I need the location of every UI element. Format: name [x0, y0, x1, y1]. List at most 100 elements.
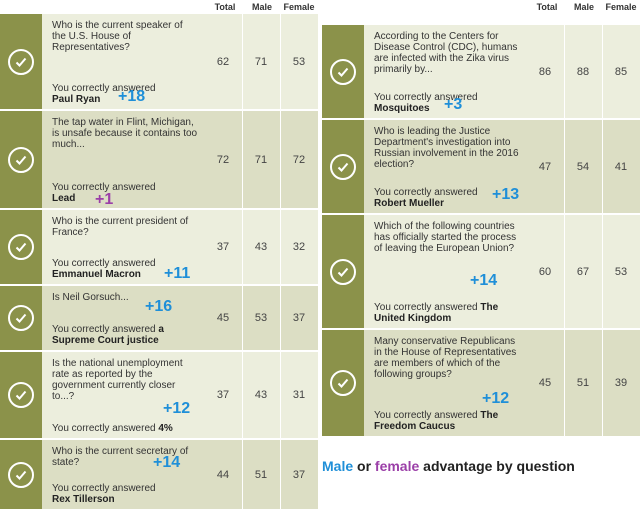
value-female: 41 — [614, 160, 628, 173]
legend-male: Male — [322, 458, 354, 474]
divider — [242, 352, 243, 438]
answer-line: You correctly answered Rex Tillerson — [52, 483, 201, 505]
check-cell — [0, 111, 42, 208]
question-text: Who is the current president of France? — [52, 216, 189, 238]
question-cell: Which of the following countries has off… — [364, 215, 527, 328]
check-cell — [322, 120, 364, 213]
question-text: Many conservative Republicans in the Hou… — [374, 336, 517, 380]
question-row: Who is the current secretary of state? Y… — [0, 440, 318, 511]
values-cell: 72 71 72 — [205, 111, 318, 208]
value-total: 45 — [538, 377, 552, 389]
answer-prefix: You correctly answered — [52, 182, 156, 193]
value-female: 53 — [292, 55, 306, 68]
divider — [602, 330, 603, 436]
header-female: Female — [605, 2, 637, 12]
value-total: 60 — [538, 265, 552, 278]
question-cell: Who is the current secretary of state? Y… — [42, 440, 205, 509]
values-cell: 45 51 39 — [527, 330, 640, 436]
value-male: 51 — [576, 377, 590, 389]
answer-prefix: You correctly answered — [52, 483, 156, 494]
divider — [280, 440, 281, 509]
header-male: Male — [573, 2, 594, 12]
check-cell — [322, 25, 364, 118]
value-total: 86 — [538, 65, 552, 78]
legend: Male or female advantage by question — [322, 458, 575, 474]
values-cell: 44 51 37 — [205, 440, 318, 509]
question-row: Who is the current speaker of the U.S. H… — [0, 14, 318, 111]
question-text: The tap water in Flint, Michigan, is uns… — [52, 117, 198, 150]
value-total: 37 — [216, 389, 230, 401]
answer-prefix: You correctly answered — [52, 258, 156, 269]
divider — [242, 210, 243, 284]
divider — [280, 111, 281, 208]
question-row: According to the Centers for Disease Con… — [322, 25, 640, 120]
answer-text: Paul Ryan — [52, 94, 101, 105]
check-cell — [0, 14, 42, 109]
question-cell: Who is leading the Justice Department's … — [364, 120, 527, 213]
divider — [602, 215, 603, 328]
legend-rest: advantage by question — [423, 458, 575, 474]
divider — [602, 120, 603, 213]
advantage-label: +1 — [95, 191, 114, 208]
question-row: Which of the following countries has off… — [322, 215, 640, 330]
answer-text: Rex Tillerson — [52, 494, 115, 505]
question-text: Is Neil Gorsuch... — [52, 292, 129, 303]
question-row: Who is the current president of France? … — [0, 210, 318, 286]
answer-line: You correctly answered Paul Ryan — [52, 83, 201, 105]
answer-prefix: You correctly answered — [374, 302, 478, 313]
values-cell: 60 67 53 — [527, 215, 640, 328]
value-female: 53 — [614, 265, 628, 278]
check-cell — [322, 330, 364, 436]
divider — [564, 25, 565, 118]
check-cell — [0, 210, 42, 284]
answer-prefix: You correctly answered — [52, 83, 156, 94]
checkmark-icon — [8, 234, 34, 260]
answer-line: You correctly answered 4% — [52, 423, 201, 434]
answer-line: You correctly answered Lead — [52, 182, 201, 204]
question-text: According to the Centers for Disease Con… — [374, 31, 518, 75]
answer-text: Robert Mueller — [374, 198, 445, 209]
question-cell: Is the national unemployment rate as rep… — [42, 352, 205, 438]
checkmark-icon — [8, 146, 34, 173]
value-male: 88 — [576, 65, 590, 78]
answer-text: Lead — [52, 193, 76, 204]
divider — [242, 111, 243, 208]
divider — [280, 210, 281, 284]
checkmark-icon — [330, 58, 356, 85]
answer-line: You correctly answered The United Kingdo… — [374, 302, 523, 324]
value-female: 72 — [292, 153, 306, 166]
check-cell — [0, 352, 42, 438]
advantage-label: +13 — [492, 186, 520, 203]
advantage-label: +14 — [470, 272, 498, 289]
advantage-label: +14 — [153, 454, 181, 471]
value-male: 43 — [254, 389, 268, 401]
value-total: 44 — [216, 468, 230, 481]
question-text: Is the national unemployment rate as rep… — [52, 358, 183, 402]
header-male: Male — [251, 2, 272, 12]
divider — [280, 286, 281, 350]
question-cell: According to the Centers for Disease Con… — [364, 25, 527, 118]
value-male: 53 — [254, 312, 268, 324]
question-text: Which of the following countries has off… — [374, 221, 517, 254]
header-total: Total — [214, 2, 236, 12]
value-female: 32 — [292, 241, 306, 253]
values-cell: 45 53 37 — [205, 286, 318, 350]
question-row: Is Neil Gorsuch... You correctly answere… — [0, 286, 318, 352]
answer-line: You correctly answered a Supreme Court j… — [52, 324, 201, 346]
values-cell: 86 88 85 — [527, 25, 640, 118]
question-cell: Is Neil Gorsuch... You correctly answere… — [42, 286, 205, 350]
divider — [242, 286, 243, 350]
question-cell: Who is the current speaker of the U.S. H… — [42, 14, 205, 109]
divider — [564, 330, 565, 436]
question-row: Is the national unemployment rate as rep… — [0, 352, 318, 440]
value-male: 51 — [254, 468, 268, 481]
question-cell: Many conservative Republicans in the Hou… — [364, 330, 527, 436]
question-row: The tap water in Flint, Michigan, is uns… — [0, 111, 318, 210]
answer-prefix: You correctly answered — [374, 410, 478, 421]
advantage-label: +12 — [482, 390, 510, 407]
checkmark-icon — [330, 153, 356, 180]
divider — [242, 440, 243, 509]
question-row: Who is leading the Justice Department's … — [322, 120, 640, 215]
checkmark-icon — [8, 48, 34, 75]
check-cell — [0, 286, 42, 350]
